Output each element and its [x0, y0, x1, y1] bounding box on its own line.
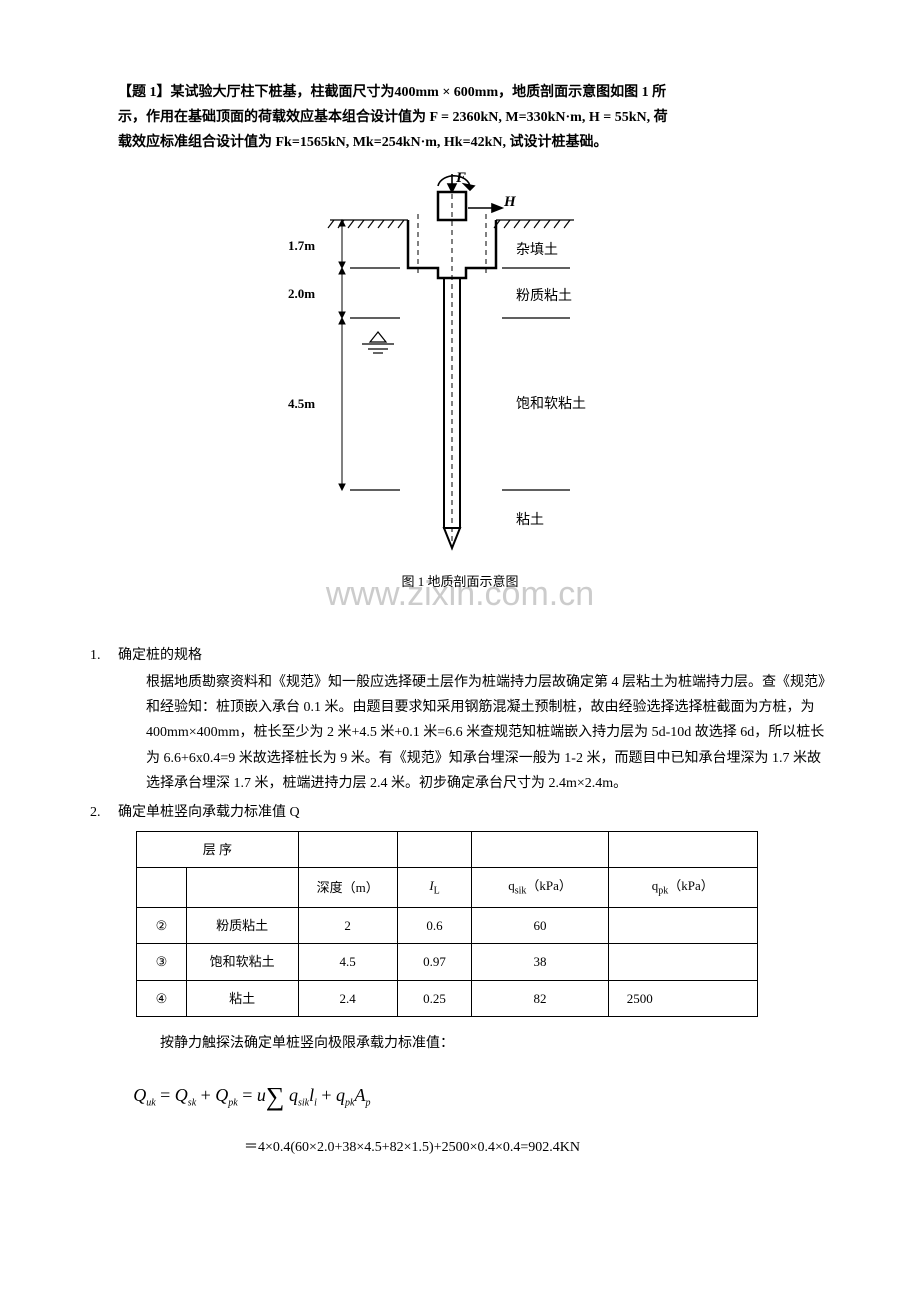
intro-1a: 【题 1】某试验大厅柱下桩基，柱截面尺寸为 [118, 85, 395, 100]
svg-text:1.7m: 1.7m [288, 238, 315, 253]
svg-text:饱和软粘土: 饱和软粘土 [516, 396, 586, 412]
svg-text:H: H [503, 194, 517, 210]
table-row: ④ 粘土 2.4 0.25 82 2500 [137, 980, 758, 1016]
svg-text:4.5m: 4.5m [288, 396, 315, 411]
watermark: 图 1 地质剖面示意图 www.zixin.com.cn [90, 564, 830, 625]
table-row: ③ 饱和软粘土 4.5 0.97 38 [137, 944, 758, 980]
section-1: 1.确定桩的规格 根据地质勘察资料和《规范》知一般应选择硬土层作为桩端持力层故确… [118, 643, 830, 796]
svg-text:2.0m: 2.0m [288, 286, 315, 301]
diagram-container: F H 1. [90, 172, 830, 572]
section-2-title: 确定单桩竖向承载力标准值 Q [118, 805, 300, 820]
table-row: ② 粉质粘土 2 0.6 60 [137, 908, 758, 944]
section-2: 2.确定单桩竖向承载力标准值 Q [118, 800, 830, 825]
problem-line3: 载效应标准组合设计值为 Fk=1565kN, Mk=254kN·m, Hk=42… [90, 130, 830, 155]
svg-text:F: F [455, 172, 466, 186]
col-il: IL [397, 868, 471, 908]
section-1-body: 根据地质勘察资料和《规范》知一般应选择硬土层作为桩端持力层故确定第 4 层粘土为… [118, 670, 830, 796]
col-layer: 层 序 [137, 832, 298, 868]
svg-text:粉质粘土: 粉质粘土 [516, 288, 572, 304]
problem-statement: 【题 1】某试验大厅柱下桩基，柱截面尺寸为400mm × 600mm，地质剖面示… [90, 80, 830, 105]
formula-result: ＝4×0.4(60×2.0+38×4.5+82×1.5)+2500×0.4×0.… [244, 1135, 830, 1160]
intro-dim: 400mm × 600mm [395, 85, 499, 100]
svg-text:杂填土: 杂填土 [516, 242, 558, 258]
soil-table: 层 序 深度（m） IL qsik（kPa） qpk（kPa） ② 粉质粘土 2… [136, 831, 758, 1017]
problem-line2: 示，作用在基础顶面的荷载效应基本组合设计值为 F = 2360kN, M=330… [90, 105, 830, 130]
col-qpk: qpk（kPa） [608, 868, 757, 908]
svg-text:粘土: 粘土 [516, 512, 544, 528]
intro-1b: ，地质剖面示意图如图 1 所 [498, 85, 666, 100]
after-table-text: 按静力触探法确定单桩竖向极限承载力标准值： [160, 1031, 830, 1056]
section-2-num: 2. [90, 800, 118, 825]
col-qsik: qsik（kPa） [472, 868, 609, 908]
section-1-title: 确定桩的规格 [118, 648, 202, 663]
formula: Quk = Qsk + Qpk = u∑ qsikli + qpkAp [133, 1074, 830, 1121]
soil-profile-diagram: F H 1. [270, 172, 650, 572]
col-depth: 深度（m） [298, 868, 397, 908]
figure-caption: 图 1 地质剖面示意图 [90, 570, 830, 593]
section-1-num: 1. [90, 643, 118, 668]
